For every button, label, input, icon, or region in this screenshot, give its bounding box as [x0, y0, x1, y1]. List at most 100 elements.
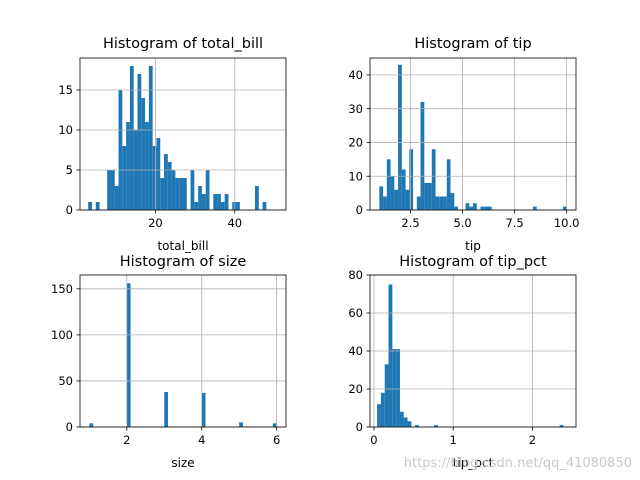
tip-ytick-label: 30 — [348, 102, 363, 116]
total-bill-bar — [175, 178, 180, 210]
total-bill-bar — [95, 202, 100, 210]
tip-xtick-label: 2.5 — [401, 216, 419, 230]
total-bill-bar — [164, 154, 168, 210]
total-bill-bar — [213, 194, 218, 210]
tip-pct-bar — [380, 392, 385, 427]
total-bill-bar — [160, 178, 165, 210]
tip-pct-bar — [407, 421, 412, 427]
tip-bar — [386, 159, 391, 210]
total-bill-bar — [255, 186, 259, 210]
tip-bar — [465, 203, 470, 210]
size-bar — [201, 392, 206, 427]
total-bill-plot-area: 20 40 0 5 10 15 — [58, 57, 287, 230]
size-xtick-label: 6 — [273, 433, 280, 447]
tip-bar — [420, 101, 425, 210]
tip-xtick-label: 7.5 — [505, 216, 523, 230]
tip-xtick-label: 10.0 — [554, 216, 580, 230]
total-bill-ytick-label: 5 — [66, 163, 73, 177]
total-bill-bar — [201, 194, 206, 210]
tip-bar — [480, 206, 485, 210]
tip-xtick-label: 5.0 — [453, 216, 471, 230]
total-bill-bar — [182, 178, 187, 210]
tip-pct-bar — [559, 425, 564, 427]
total-bill-bar — [126, 122, 130, 210]
size-bar — [126, 283, 131, 427]
size-title: Histogram of size — [120, 254, 247, 270]
tip-bar — [562, 206, 567, 210]
total-bill-bar — [152, 146, 157, 210]
tip-pct-xtick-label: 0 — [370, 433, 377, 447]
total-bill-bar — [205, 170, 210, 210]
total-bill-bar — [232, 202, 237, 210]
size-xlabel: size — [171, 456, 194, 470]
total-bill-bar — [217, 194, 221, 210]
tip-pct-xtick-label: 1 — [450, 433, 457, 447]
total-bill-bar — [107, 170, 111, 210]
total-bill-bar — [148, 66, 153, 210]
size-bar — [89, 423, 94, 427]
size-ytick-label: 150 — [51, 282, 73, 296]
tip-axes-frame — [369, 57, 577, 211]
tip-bar — [439, 196, 444, 210]
tip-bar — [450, 193, 455, 210]
tip-pct-bar — [396, 349, 400, 427]
tip-bar — [454, 206, 459, 210]
tip-pct-bar — [384, 364, 389, 427]
tip-bar — [532, 206, 537, 210]
total-bill-bar — [137, 74, 142, 210]
tip-title: Histogram of tip — [414, 36, 531, 52]
total-bill-bar — [114, 186, 119, 210]
tip-bar — [446, 159, 451, 210]
total-bill-bar — [220, 202, 225, 210]
tip-bar — [379, 186, 384, 210]
total-bill-ytick-label: 10 — [58, 123, 73, 137]
tip-bar — [428, 182, 432, 210]
total-bill-bar — [179, 178, 183, 210]
total-bill-ytick-label: 15 — [58, 83, 73, 97]
total-bill-bar — [262, 202, 267, 210]
total-bill-bar — [141, 98, 146, 210]
size-ytick-label: 0 — [66, 420, 73, 434]
total-bill-bar — [194, 202, 199, 210]
total-bill-ytick-label: 0 — [66, 203, 73, 217]
size-plot-area: 2 4 6 0 50 100 150 — [51, 274, 287, 447]
total-bill-xtick-label: 40 — [227, 216, 242, 230]
tip-bar — [394, 189, 399, 210]
tip-bar — [484, 206, 488, 210]
size-xtick-label: 2 — [123, 433, 130, 447]
tip-bar — [431, 149, 436, 210]
tip-bar — [435, 196, 440, 210]
tip-bar — [398, 64, 402, 210]
total-bill-bar — [156, 138, 161, 210]
tip-pct-bar — [434, 425, 438, 427]
tip-ytick-label: 10 — [348, 169, 363, 183]
tip-pct-title: Histogram of tip_pct — [399, 254, 547, 270]
total-bill-title: Histogram of total_bill — [103, 36, 263, 52]
tip-ytick-label: 40 — [348, 68, 363, 82]
panel-total-bill: 20 40 0 5 10 15 Histogram of total_bill total… — [58, 36, 287, 253]
tip-pct-ytick-label: 80 — [348, 268, 363, 282]
tip-bar — [416, 196, 421, 210]
tip-pct-ytick-label: 40 — [348, 344, 363, 358]
tip-pct-bar — [415, 425, 419, 427]
size-ytick-label: 100 — [51, 328, 73, 342]
tip-bar — [383, 196, 387, 210]
tip-bar — [473, 203, 477, 210]
tip-bar — [487, 206, 492, 210]
tip-bar — [443, 196, 447, 210]
tip-plot-area: 2.5 5.0 7.5 10.0 0 10 20 30 40 — [348, 57, 580, 230]
tip-pct-bar — [392, 349, 397, 427]
total-bill-axes-frame — [79, 57, 287, 211]
tip-bar — [405, 189, 410, 210]
total-bill-bar — [224, 194, 229, 210]
tip-ytick-label: 0 — [356, 203, 363, 217]
tip-pct-bar — [403, 417, 408, 427]
total-bill-bar — [129, 66, 134, 210]
tip-bar — [390, 176, 395, 210]
tip-pct-ytick-label: 20 — [348, 382, 363, 396]
size-bar — [164, 391, 169, 427]
size-bar — [272, 423, 277, 427]
